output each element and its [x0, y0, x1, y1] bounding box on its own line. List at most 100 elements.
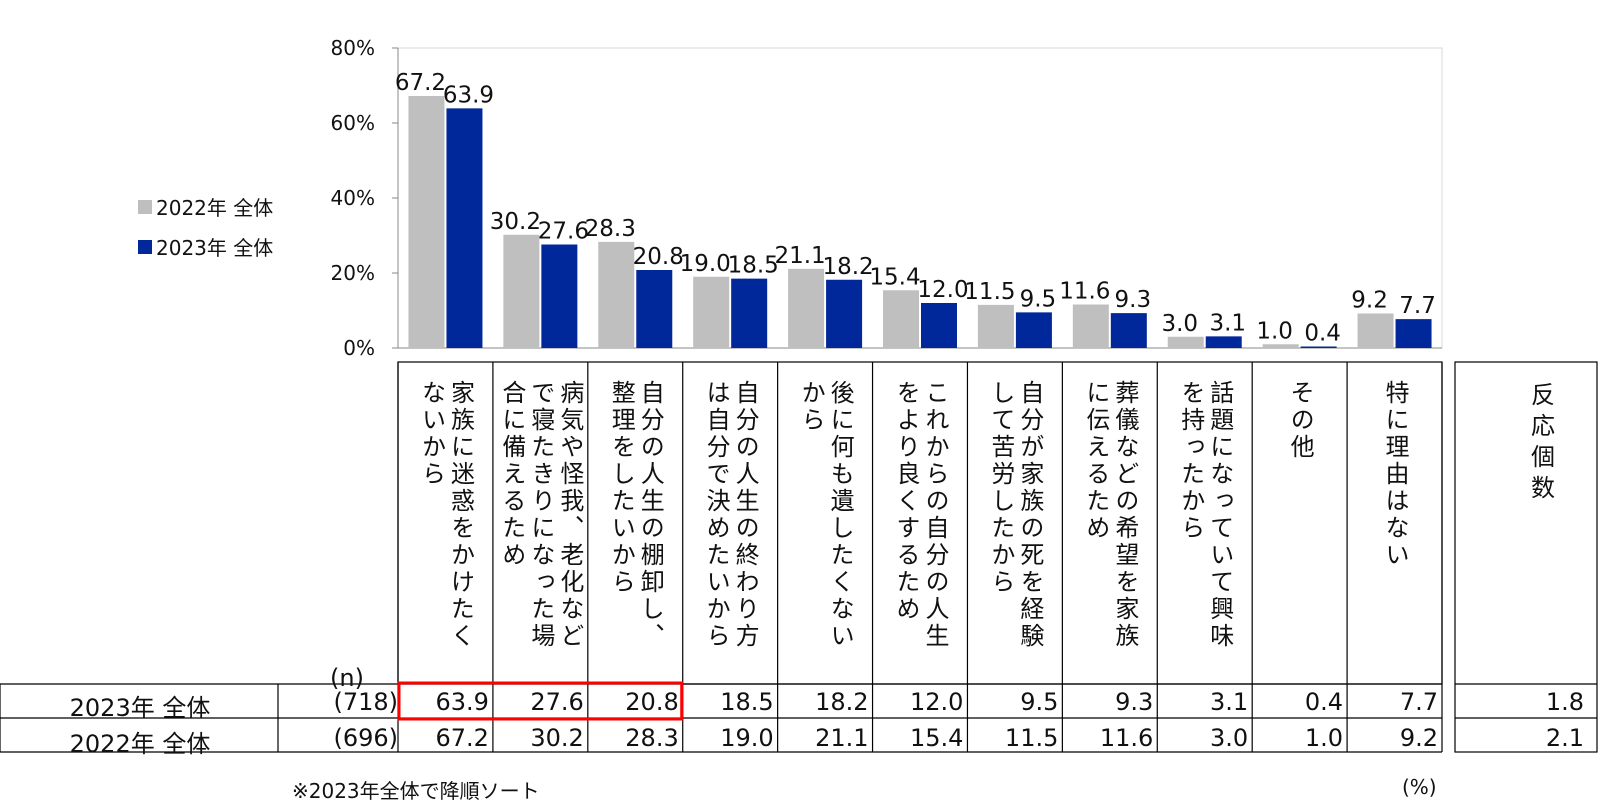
category-label-line: を持ったから	[1176, 380, 1205, 542]
data-label-2023: 9.3	[1115, 287, 1152, 313]
category-label-line: 自分の人生の棚卸し、	[636, 380, 665, 650]
table-cell-2023: 3.1	[1210, 688, 1249, 716]
unit-note: (%)	[1402, 775, 1437, 799]
category-label: 後に何も遺したくない から	[778, 380, 873, 680]
bar-2023	[1395, 319, 1432, 348]
category-label: 自分の人生の棚卸し、 整理をしたいから	[588, 380, 683, 680]
table-cell-2022: 11.6	[1099, 724, 1154, 752]
bar-2023	[826, 279, 863, 348]
bar-2023	[1110, 313, 1147, 348]
category-label-line: 自分が家族の死を経験	[1015, 380, 1044, 650]
bar-2023	[636, 270, 673, 348]
row-label-2023: 2023年 全体	[69, 694, 211, 722]
data-label-2022: 11.6	[1059, 279, 1110, 305]
category-label-line: 自分の人生の終わり方	[731, 380, 760, 650]
data-label-2022: 3.0	[1161, 311, 1198, 337]
data-label-2022: 15.4	[869, 264, 920, 290]
bar-2022	[1357, 313, 1394, 348]
response-count-box	[1454, 361, 1598, 753]
category-label-line: ないから	[417, 380, 446, 488]
category-label-line: は自分で決めたいから	[702, 380, 731, 650]
data-label-2022: 21.1	[774, 243, 825, 269]
table-cell-2023: 9.5	[1020, 688, 1059, 716]
table-cell-2023: 12.0	[910, 688, 964, 716]
y-tick-label: 0%	[343, 336, 375, 360]
table-cell-2022: 67.2	[435, 724, 489, 752]
table-cell-2022: 30.2	[530, 724, 584, 752]
bar-2022	[693, 276, 730, 348]
n-value-2022: (696)	[333, 724, 398, 752]
table-cell-2023: 18.2	[815, 688, 869, 716]
data-label-2023: 18.5	[728, 253, 779, 279]
data-label-2023: 9.5	[1020, 286, 1057, 312]
response-count-header-char: 応	[1531, 412, 1555, 440]
y-tick-label: 60%	[331, 111, 375, 135]
bar-2023	[1015, 312, 1052, 348]
data-label-2023: 18.2	[822, 254, 873, 280]
data-label-2022: 1.0	[1256, 318, 1293, 344]
category-label-line: 家族に迷惑をかけたく	[446, 380, 475, 650]
table-cell-2022: 1.0	[1304, 724, 1344, 752]
y-tick-label: 40%	[331, 186, 375, 210]
response-count-header-char: 反	[1531, 381, 1555, 409]
table-cell-2022: 3.0	[1210, 724, 1249, 752]
bar-2023	[1205, 336, 1242, 348]
bar-2022	[1072, 304, 1109, 348]
data-label-2023: 63.9	[443, 82, 494, 108]
y-tick-label: 20%	[331, 261, 375, 285]
category-label-line: 合に備えるため	[497, 380, 526, 569]
data-label-2022: 11.5	[964, 279, 1015, 305]
category-label-line: で寝たきりになった場	[526, 380, 555, 650]
row-label-2022: 2022年 全体	[69, 730, 211, 758]
category-label-line: 葬儀などの希望を家族	[1110, 380, 1139, 650]
category-label: 自分が家族の死を経験 して苦労したから	[967, 380, 1062, 680]
category-label-line: をより良くするため	[891, 380, 920, 623]
table-cell-2023: 27.6	[530, 688, 584, 716]
response-count-2022: 2.1	[1545, 724, 1584, 752]
data-label-2022: 19.0	[680, 251, 731, 277]
category-label-line: から	[797, 380, 826, 434]
category-label-line: 病気や怪我、老化など	[555, 380, 584, 650]
table-cell-2023: 63.9	[435, 688, 489, 716]
bar-2023	[1300, 346, 1337, 348]
category-label: これからの自分の人生 をより良くするため	[873, 380, 968, 680]
table-cell-2022: 15.4	[910, 724, 964, 752]
data-label-2023: 0.4	[1304, 321, 1341, 347]
footnote: ※2023年全体で降順ソート	[292, 779, 540, 803]
table-cell-2023: 20.8	[625, 688, 679, 716]
bar-2022	[598, 241, 635, 348]
bar-2022	[1167, 336, 1204, 348]
legend-swatch-2023	[138, 239, 152, 254]
category-label-line: これからの自分の人生	[920, 380, 949, 650]
bar-2023	[446, 108, 483, 348]
bar-2022	[788, 268, 825, 348]
data-label-2023: 20.8	[633, 244, 684, 270]
table-cell-2022: 11.5	[1004, 724, 1059, 752]
table-cell-2022: 19.0	[720, 724, 774, 752]
table-cell-2023: 18.5	[720, 688, 774, 716]
response-count-2023: 1.8	[1545, 688, 1584, 716]
category-label: 家族に迷惑をかけたく ないから	[398, 380, 493, 680]
bar-2022	[883, 290, 919, 348]
category-label: 葬儀などの希望を家族 に伝えるため	[1062, 380, 1157, 680]
category-label-line: 後に何も遺したくない	[826, 380, 855, 650]
legend-item-2023: 2023年 全体	[138, 232, 273, 261]
category-label-line: 特に理由はない	[1381, 380, 1410, 569]
category-label: その他	[1252, 380, 1347, 680]
data-label-2023: 12.0	[917, 277, 968, 303]
data-label-2023: 27.6	[538, 219, 589, 245]
category-label-line: して苦労したから	[986, 380, 1015, 596]
highlight-box	[397, 681, 684, 721]
data-label-2022: 67.2	[395, 70, 446, 96]
data-label-2023: 3.1	[1209, 310, 1246, 336]
legend-swatch-2022	[138, 199, 152, 214]
bar-2022	[977, 304, 1014, 348]
bar-2022	[503, 234, 540, 348]
y-tick-label: 80%	[331, 36, 375, 60]
bar-2023	[731, 278, 768, 348]
data-label-2022: 30.2	[490, 209, 541, 235]
category-label-line: 整理をしたいから	[607, 380, 636, 596]
bar-2023	[541, 244, 578, 348]
category-label-line: に伝えるため	[1081, 380, 1110, 542]
